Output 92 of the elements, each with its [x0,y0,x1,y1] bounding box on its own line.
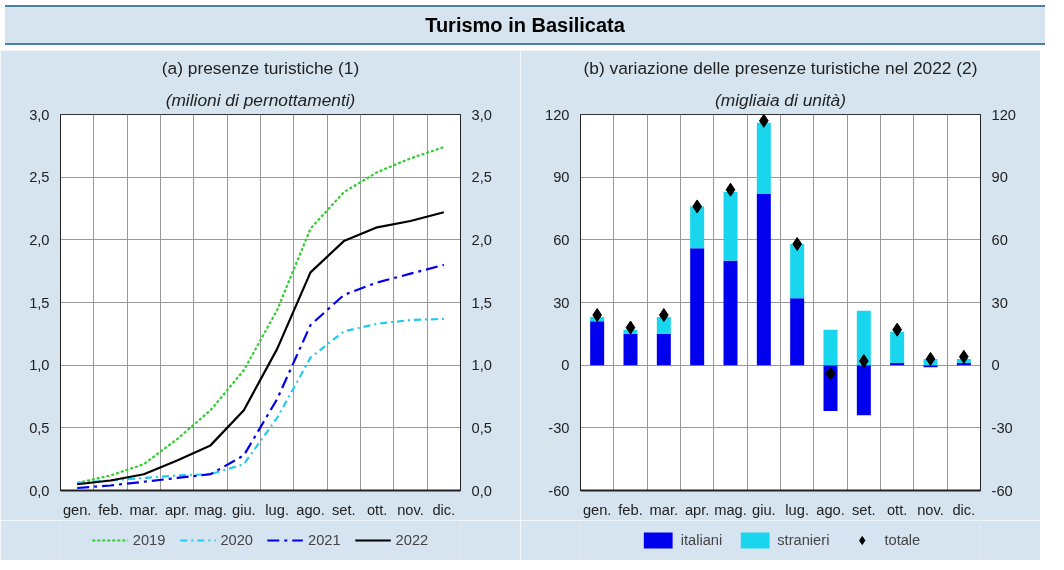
y2-tick-label: -30 [991,419,1013,436]
line-series [76,317,445,485]
x-tick-label: ago. [816,501,845,518]
bar [890,331,905,364]
legend-label: 2019 [132,532,166,548]
chart-title: (b) variazione delle presenze turistiche nel 2022 (2) [583,57,978,78]
legend-label: totale [884,532,921,548]
x-tick-label: nov. [917,501,944,518]
y2-tick-label: 2,0 [471,231,492,248]
legend-label: 2021 [308,532,341,548]
x-tick-label: mar. [649,501,679,518]
legend-label: stranieri [777,532,830,548]
y-tick-label: 60 [553,231,570,248]
x-tick-label: giu. [752,501,776,518]
y-tick-label: 0 [561,357,570,374]
x-tick-label: apr. [164,501,190,518]
x-tick-label: gen. [62,501,92,518]
x-tick-label: dic. [432,501,456,518]
bar [823,329,838,366]
y2-tick-label: 1,5 [471,294,492,311]
bar [756,122,771,194]
x-tick-label: feb. [98,501,123,518]
y2-tick-label: 2,5 [471,169,492,186]
x-tick-label: apr. [684,501,710,518]
bar [890,363,905,366]
bar [690,206,705,249]
x-tick-label: feb. [618,501,643,518]
x-tick-label: set. [852,501,876,518]
y2-tick-label: 0,0 [471,482,492,499]
y2-tick-label: 0 [991,357,1000,374]
point [825,366,836,381]
y2-tick-label: 120 [991,106,1016,123]
bar [790,298,805,366]
line-series [76,145,445,485]
x-tick-label: ott. [886,501,908,518]
legend-label: 2020 [220,532,253,548]
y2-tick-label: -60 [991,482,1013,499]
point [625,320,636,335]
y-tick-label: 0,0 [29,482,50,499]
bar [656,317,671,334]
x-tick-label: nov. [397,501,424,518]
bar [856,365,871,416]
y2-tick-label: 90 [991,169,1008,186]
x-tick-label: gen. [582,501,612,518]
y2-tick-label: 60 [991,231,1008,248]
bar [956,363,971,366]
x-tick-label: mag. [714,501,747,518]
y2-tick-label: 30 [991,294,1008,311]
y-tick-label: -60 [548,482,570,499]
y2-tick-label: 0,5 [471,419,492,436]
y-tick-label: -30 [548,419,570,436]
y-tick-label: 0,5 [29,419,50,436]
point [725,182,736,197]
x-tick-label: lug. [265,501,289,518]
chart-subtitle: (milioni di pernottamenti) [165,89,356,110]
x-tick-label: mar. [129,501,159,518]
x-tick-label: set. [332,501,356,518]
y-tick-label: 120 [545,106,570,123]
bar [923,365,938,368]
x-tick-label: ott. [366,501,388,518]
y-tick-label: 3,0 [29,106,50,123]
bar [723,191,738,261]
x-tick-label: ago. [296,501,325,518]
bar [656,333,671,366]
bar [690,248,705,366]
y-tick-label: 2,0 [29,231,50,248]
y-tick-label: 90 [553,169,570,186]
y-tick-label: 30 [553,294,570,311]
bar [723,260,738,366]
bar [590,321,605,366]
x-tick-label: dic. [952,501,976,518]
bar [623,333,638,366]
y-tick-label: 2,5 [29,169,50,186]
line-series [76,211,445,486]
legend-label: 2022 [395,532,429,548]
y2-tick-label: 1,0 [471,357,492,374]
x-tick-label: lug. [785,501,809,518]
line-series [76,263,445,490]
y-tick-label: 1,5 [29,294,50,311]
x-tick-label: mag. [194,501,227,518]
chart-subtitle: (migliaia di unità) [715,89,846,110]
point [759,114,769,128]
y2-tick-label: 3,0 [471,106,492,123]
bar [756,193,771,366]
point [925,351,936,366]
bar [856,310,871,366]
chart-title: (a) presenze turistiche (1) [161,57,360,78]
x-tick-label: giu. [232,501,256,518]
text: Turismo in Basilicata [425,13,625,38]
y-tick-label: 1,0 [29,357,50,374]
legend-label: italiani [680,532,723,548]
bar [790,244,805,299]
